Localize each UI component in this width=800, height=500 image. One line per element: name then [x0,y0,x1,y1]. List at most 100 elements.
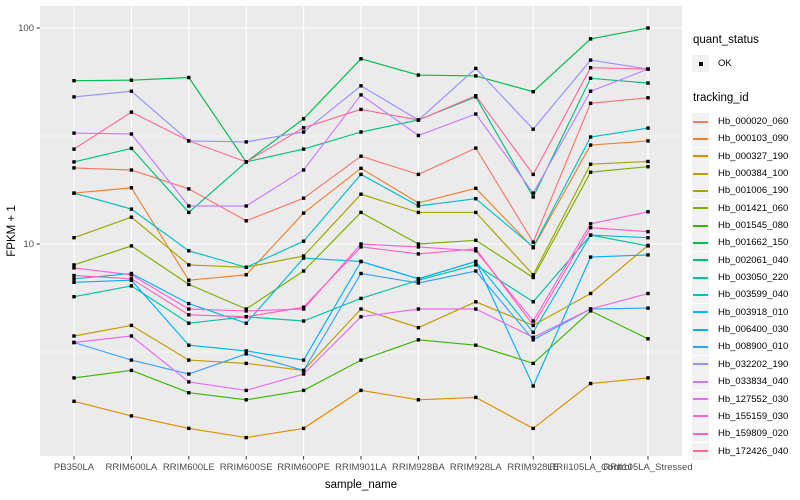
legend-key [692,338,709,356]
data-point [359,57,363,61]
legend-label: Hb_001421_060 [718,202,789,214]
data-point [416,242,421,246]
legend-entry-Hb_000384_100: Hb_000384_100 [692,165,798,183]
legend-entry-Hb_001662_150: Hb_001662_150 [692,234,798,252]
legend-key [692,355,709,373]
data-point [531,330,535,334]
legend-entry-Hb_003599_040: Hb_003599_040 [692,286,798,304]
legend-entry-Hb_155159_030: Hb_155159_030 [692,407,798,425]
data-point [416,338,421,342]
data-point [187,380,191,384]
data-point [588,381,593,386]
data-point [646,26,650,30]
data-point [474,247,478,251]
data-point [416,281,421,285]
legend-key [692,147,709,165]
data-point [416,172,421,177]
data-point [531,300,535,304]
data-point [416,252,421,256]
data-point [301,269,306,273]
data-point [646,236,650,240]
data-point [646,244,650,248]
y-tick-label: 10 [23,239,34,250]
legend-entry-Hb_001006_190: Hb_001006_190 [692,182,798,200]
series-color-swatch [693,172,708,175]
data-point [588,226,593,230]
data-point [129,284,134,288]
x-tick-label: RRIM928LE [507,462,559,473]
data-point [588,162,593,166]
data-point [244,307,248,311]
data-point [244,352,248,356]
data-point [588,255,593,259]
x-tick-label: RRIM600PE [277,462,330,473]
legend-title-quant-status: quant_status [693,34,759,46]
data-point [474,66,478,71]
series-color-swatch [693,259,708,262]
legend-key [692,234,709,252]
legend-entry-Hb_032202_190: Hb_032202_190 [692,355,798,373]
series-color-swatch [693,207,708,210]
data-point [301,388,306,393]
data-point [474,343,478,347]
legend-label: Hb_032202_190 [718,358,789,370]
data-point [531,323,535,328]
tick-labels: PB350LA RRIM600LA RRIM600LE RRIM600SE RRIM60… [18,23,692,473]
data-point [416,245,421,249]
data-point [187,426,191,431]
data-point [588,309,593,313]
series-color-swatch [693,155,708,158]
data-point [359,210,363,215]
data-point [244,321,248,325]
data-point [244,398,248,402]
data-point [129,323,134,328]
data-point [359,84,363,88]
data-point [72,166,76,170]
data-point [72,295,76,299]
data-point [72,280,76,284]
data-point [129,132,134,136]
data-point [416,73,421,77]
black-square-point-icon [698,61,703,66]
data-point [588,89,593,93]
data-point [244,160,248,164]
legend-label: Hb_000384_100 [718,168,789,180]
data-point [531,319,535,323]
data-point [588,76,593,80]
series-color-swatch [693,415,708,418]
data-point [531,338,535,342]
data-point [531,275,535,280]
data-point [531,127,535,131]
data-point [129,207,134,211]
legend-label: Hb_003050_220 [718,272,789,284]
series-color-swatch [693,432,708,435]
data-point [129,215,134,219]
series-color-swatch [693,450,708,453]
legend-entry-Hb_001545_080: Hb_001545_080 [692,217,798,235]
data-point [244,273,248,277]
data-point [359,307,363,311]
legend-entry-Hb_003050_220: Hb_003050_220 [692,269,798,287]
data-point [588,307,593,311]
data-point [646,139,650,143]
data-point [187,282,191,287]
legend-label: Hb_002061_040 [718,254,789,266]
data-point [129,78,134,82]
legend: quant_status OK tracking_id Hb_000020_06… [692,28,798,460]
legend-key [692,442,709,460]
legend-key [692,130,709,148]
data-point [129,146,134,151]
legend-key [692,321,709,339]
data-point [588,58,593,62]
data-point [129,277,134,281]
legend-key [692,373,709,391]
y-tick-label: 100 [18,23,34,34]
data-point [474,307,478,311]
data-point [531,172,535,177]
data-point [72,334,76,338]
data-point [187,210,191,215]
data-point [187,263,191,267]
data-point [187,313,191,317]
data-point [646,376,650,380]
